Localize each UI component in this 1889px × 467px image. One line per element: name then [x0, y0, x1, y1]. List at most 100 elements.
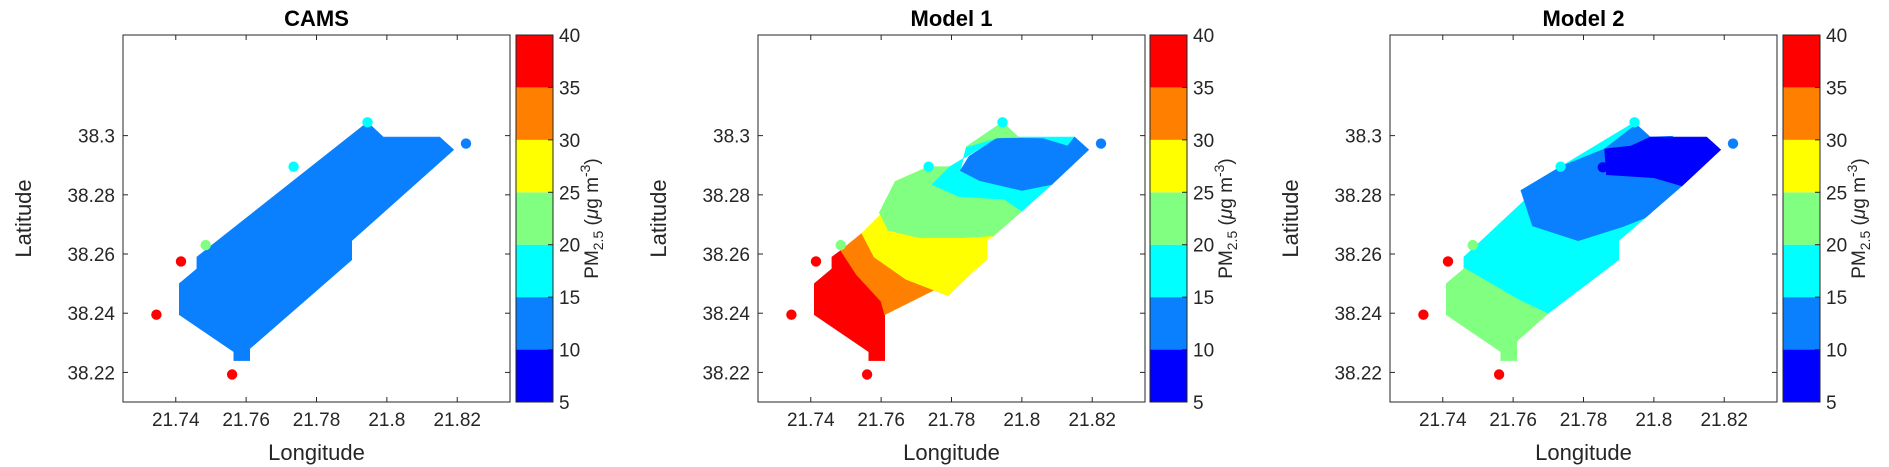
- x-tick-label: 21.76: [222, 410, 270, 431]
- colorbar-label-part: -3: [577, 164, 593, 177]
- station-marker: [1597, 162, 1609, 173]
- colorbar-tick-label: 40: [1826, 26, 1847, 47]
- colorbar-label-part: (: [1849, 218, 1870, 230]
- colorbar-tick-label: 30: [1193, 131, 1214, 152]
- station-marker: [810, 256, 822, 267]
- colorbar: 5 10 15 20 25 30 35 40 PM2.5 (μg m-3): [1149, 26, 1240, 414]
- colorbar-segment: [1783, 35, 1820, 88]
- y-axis-label: Latitude: [1278, 179, 1303, 257]
- colorbar-label: PM2.5 (μg m-3): [1844, 158, 1873, 278]
- panel-2: 21.74 21.76 21.78 21.8 21.82 38.22 38.24 38.26 3…: [646, 6, 1240, 465]
- colorbar-tick-label: 5: [1826, 393, 1837, 414]
- contour-region-10-15: [959, 136, 1090, 191]
- colorbar-tick-label: 25: [1193, 183, 1214, 204]
- x-tick-label: 21.78: [1560, 410, 1608, 431]
- colorbar-tick-label: 30: [559, 131, 580, 152]
- x-tick-label: 21.74: [1419, 410, 1467, 431]
- x-tick-label: 21.78: [928, 410, 976, 431]
- colorbar-segment: [516, 192, 553, 245]
- y-tick-label: 38.3: [1345, 127, 1382, 148]
- x-tick-label: 21.8: [1003, 410, 1040, 431]
- contour-region-20-25: [966, 121, 1020, 148]
- panel-title: Model 2: [1543, 6, 1625, 31]
- y-tick-label: 38.26: [1334, 245, 1382, 266]
- station-marker: [1629, 117, 1640, 128]
- x-tick-label: 21.74: [152, 410, 200, 431]
- station-marker: [835, 239, 846, 251]
- colorbar-segment: [1150, 139, 1187, 193]
- station-marker: [175, 256, 187, 267]
- colorbar-tick-label: 40: [559, 26, 580, 47]
- y-tick-label: 38.22: [1334, 363, 1382, 384]
- x-tick-label: 21.76: [857, 410, 905, 431]
- colorbar-segment: [1783, 297, 1820, 350]
- contour-region-20-25: [1446, 266, 1549, 361]
- colorbar: 5 10 15 20 25 30 35 40 PM2.5 (μg m-3): [1782, 26, 1873, 414]
- colorbar-label-part: 2.5: [1857, 231, 1873, 251]
- colorbar-label-part: ): [1849, 158, 1870, 164]
- colorbar-label-part: g m: [1216, 177, 1237, 209]
- colorbar-label-part: μ: [1216, 208, 1237, 220]
- colorbar-segment: [1783, 349, 1820, 402]
- x-tick-label: 21.82: [1700, 410, 1748, 431]
- station-marker: [997, 117, 1008, 128]
- station-marker: [200, 239, 211, 251]
- x-tick-label: 21.82: [1068, 410, 1116, 431]
- colorbar-label-part: μ: [1849, 208, 1870, 220]
- x-tick-label: 21.78: [293, 410, 341, 431]
- contour-region-5-10: [1604, 136, 1722, 187]
- colorbar-tick-label: 40: [1193, 26, 1214, 47]
- station-marker: [1442, 256, 1454, 267]
- panel-title: Model 1: [911, 6, 993, 31]
- colorbar-segment: [1150, 192, 1187, 245]
- station-marker: [151, 309, 162, 320]
- colorbar-label-part: g m: [1849, 177, 1870, 209]
- colorbar-tick-label: 10: [1193, 341, 1214, 362]
- colorbar-tick-label: 25: [559, 183, 580, 204]
- colorbar-segment: [516, 349, 553, 402]
- y-tick-label: 38.3: [78, 127, 115, 148]
- station-marker: [861, 369, 873, 380]
- colorbar-tick-label: 10: [1826, 341, 1847, 362]
- colorbar-tick-label: 35: [1193, 78, 1214, 99]
- colorbar-segment: [1150, 35, 1187, 88]
- contour-region-10-15: [179, 121, 455, 361]
- y-axis-label: Latitude: [646, 179, 671, 257]
- y-tick-label: 38.28: [67, 186, 115, 207]
- y-tick-label: 38.24: [1334, 304, 1382, 325]
- station-marker: [362, 117, 373, 128]
- colorbar-tick-label: 20: [1193, 236, 1214, 257]
- colorbar-label-part: (: [1216, 218, 1237, 230]
- colorbar-frame: [1149, 34, 1188, 403]
- station-marker: [288, 161, 299, 172]
- colorbar-frame: [515, 34, 554, 403]
- colorbar-tick-label: 20: [559, 236, 580, 257]
- colorbar-label-part: PM: [1849, 250, 1870, 279]
- y-tick-label: 38.24: [702, 304, 750, 325]
- x-tick-label: 21.8: [1635, 410, 1672, 431]
- station-marker: [786, 309, 797, 320]
- y-tick-label: 38.28: [702, 186, 750, 207]
- y-axis-label: Latitude: [11, 179, 36, 257]
- colorbar-label-part: (: [582, 218, 603, 230]
- colorbar-segment: [1783, 87, 1820, 140]
- colorbar-label-part: 2.5: [1224, 231, 1240, 251]
- x-tick-label: 21.8: [368, 410, 405, 431]
- y-tick-label: 38.3: [713, 127, 750, 148]
- colorbar-tick-label: 15: [559, 288, 580, 309]
- x-axis-label: Longitude: [1535, 440, 1632, 465]
- station-marker: [1418, 309, 1429, 320]
- colorbar-segment: [516, 87, 553, 140]
- colorbar-segment: [1783, 192, 1820, 245]
- x-tick-label: 21.74: [787, 410, 835, 431]
- colorbar-tick-label: 5: [559, 393, 570, 414]
- y-tick-label: 38.28: [1334, 186, 1382, 207]
- station-marker: [1467, 239, 1478, 251]
- station-marker: [923, 161, 934, 172]
- colorbar-tick-label: 15: [1826, 288, 1847, 309]
- x-axis-label: Longitude: [268, 440, 365, 465]
- colorbar-segment: [1783, 244, 1820, 298]
- y-tick-label: 38.26: [702, 245, 750, 266]
- colorbar-tick-label: 10: [559, 341, 580, 362]
